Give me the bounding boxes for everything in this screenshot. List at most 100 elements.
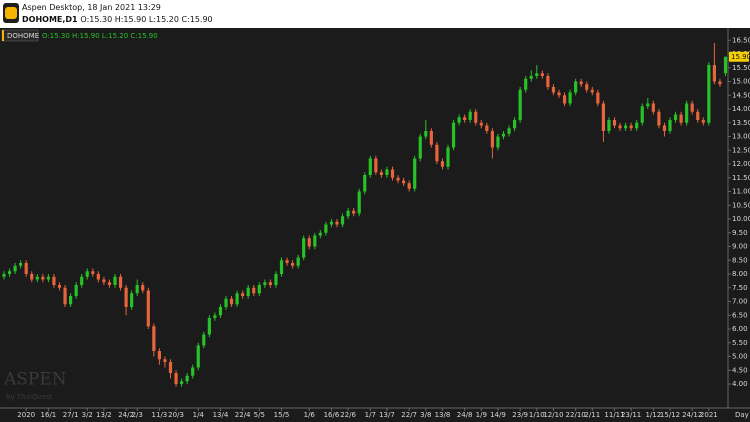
symbol-text: DOHOME,D1 bbox=[22, 15, 78, 24]
candle-body bbox=[496, 136, 500, 148]
x-tick-label: 16/1 bbox=[41, 411, 57, 419]
y-tick-label: 16.50 bbox=[732, 36, 750, 44]
candle-body bbox=[224, 298, 228, 307]
candle-body bbox=[673, 114, 678, 120]
candle-body bbox=[335, 221, 339, 225]
candle-body bbox=[707, 65, 711, 123]
candle-body bbox=[546, 76, 550, 87]
candle-body bbox=[385, 169, 389, 175]
candle-body bbox=[285, 260, 289, 263]
candle-body bbox=[207, 318, 211, 335]
candle-body bbox=[690, 103, 694, 112]
candle-body bbox=[229, 298, 234, 305]
y-tick-label: 12.00 bbox=[732, 160, 750, 168]
x-tick-label: 22/10 bbox=[566, 411, 586, 419]
candle-body bbox=[157, 351, 161, 360]
candle-body bbox=[24, 263, 28, 274]
last-price-box bbox=[729, 51, 749, 62]
candle-body bbox=[518, 89, 522, 120]
x-axis-label: Day bbox=[735, 411, 749, 419]
candle-body bbox=[146, 290, 150, 327]
y-tick-label: 10.00 bbox=[732, 215, 750, 223]
candle-body bbox=[113, 276, 117, 285]
candle-body bbox=[657, 111, 661, 126]
app-icon bbox=[3, 3, 19, 23]
candle-body bbox=[585, 84, 589, 90]
candle-body bbox=[368, 158, 372, 175]
candle-body bbox=[529, 76, 533, 79]
y-tick-label: 8.50 bbox=[732, 256, 748, 264]
candle-body bbox=[490, 131, 494, 148]
x-tick-label: 2020 bbox=[17, 411, 35, 419]
candle-body bbox=[91, 271, 95, 274]
candle-body bbox=[501, 133, 506, 137]
candle-body bbox=[246, 287, 250, 296]
candle-body bbox=[241, 293, 245, 296]
candle-body bbox=[141, 285, 145, 291]
candle-body bbox=[485, 125, 489, 131]
candle-body bbox=[579, 81, 583, 85]
candle-body bbox=[374, 158, 378, 173]
candle-body bbox=[263, 282, 267, 285]
candle-body bbox=[390, 169, 395, 178]
candle-body bbox=[135, 285, 139, 294]
candle-body bbox=[679, 114, 683, 123]
candle-body bbox=[474, 111, 478, 123]
symbol-period: DOHOME,D1 O:15.30 H:15.90 L:15.20 C:15.9… bbox=[22, 15, 213, 24]
app-title: Aspen Desktop, 18 Jan 2021 13:29 bbox=[22, 3, 161, 12]
y-tick-label: 5.00 bbox=[732, 353, 748, 361]
candle-body bbox=[418, 136, 422, 159]
x-tick-label: 1/6 bbox=[304, 411, 316, 419]
candle-body bbox=[318, 232, 322, 236]
y-tick-label: 5.50 bbox=[732, 339, 748, 347]
x-tick-label: 23/9 bbox=[512, 411, 528, 419]
candle-body bbox=[168, 362, 173, 373]
candle-body bbox=[551, 87, 556, 93]
candle-body bbox=[424, 131, 428, 137]
x-tick-label: 1/12 bbox=[645, 411, 661, 419]
candle-body bbox=[107, 282, 112, 285]
y-tick-label: 10.50 bbox=[732, 201, 750, 209]
x-tick-label: 12/10 bbox=[543, 411, 563, 419]
candle-body bbox=[35, 276, 39, 280]
candle-body bbox=[607, 120, 611, 131]
candle-body bbox=[601, 103, 605, 131]
candle-body bbox=[479, 122, 483, 126]
candle-body bbox=[96, 274, 100, 280]
x-tick-label: 22/6 bbox=[340, 411, 356, 419]
candle-body bbox=[429, 131, 433, 145]
ohlc-text: O:15.30 H:15.90 L:15.20 C:15.90 bbox=[80, 15, 213, 24]
candle-body bbox=[668, 120, 672, 131]
candle-body bbox=[235, 293, 239, 305]
y-tick-label: 4.00 bbox=[732, 380, 748, 388]
candle-body bbox=[7, 271, 12, 274]
candle-body bbox=[252, 287, 256, 294]
candle-body bbox=[291, 263, 295, 266]
candle-body bbox=[196, 345, 200, 368]
candle-body bbox=[685, 103, 689, 123]
candle-body bbox=[451, 122, 456, 148]
candle-body bbox=[718, 81, 722, 85]
candle-body bbox=[74, 285, 78, 296]
candle-body bbox=[723, 56, 728, 74]
candle-body bbox=[629, 125, 633, 129]
y-tick-label: 14.50 bbox=[732, 91, 750, 99]
x-tick-label: 20/3 bbox=[168, 411, 184, 419]
x-tick-label: 15/12 bbox=[660, 411, 680, 419]
candle-body bbox=[307, 238, 311, 247]
candle-body bbox=[557, 92, 561, 96]
candle-body bbox=[540, 73, 544, 76]
candle-body bbox=[19, 263, 23, 266]
candle-body bbox=[313, 235, 317, 247]
candle-body bbox=[13, 265, 17, 272]
candle-body bbox=[30, 274, 34, 280]
x-tick-label: 13/4 bbox=[213, 411, 229, 419]
x-tick-label: 2021 bbox=[700, 411, 718, 419]
candle-body bbox=[274, 274, 278, 285]
candle-body bbox=[463, 117, 467, 120]
candle-body bbox=[102, 279, 106, 283]
title-bar: Aspen Desktop, 18 Jan 2021 13:29 DOHOME,… bbox=[0, 0, 750, 28]
candle-body bbox=[174, 373, 178, 384]
candle-body bbox=[468, 111, 472, 120]
candle-body bbox=[624, 125, 628, 129]
